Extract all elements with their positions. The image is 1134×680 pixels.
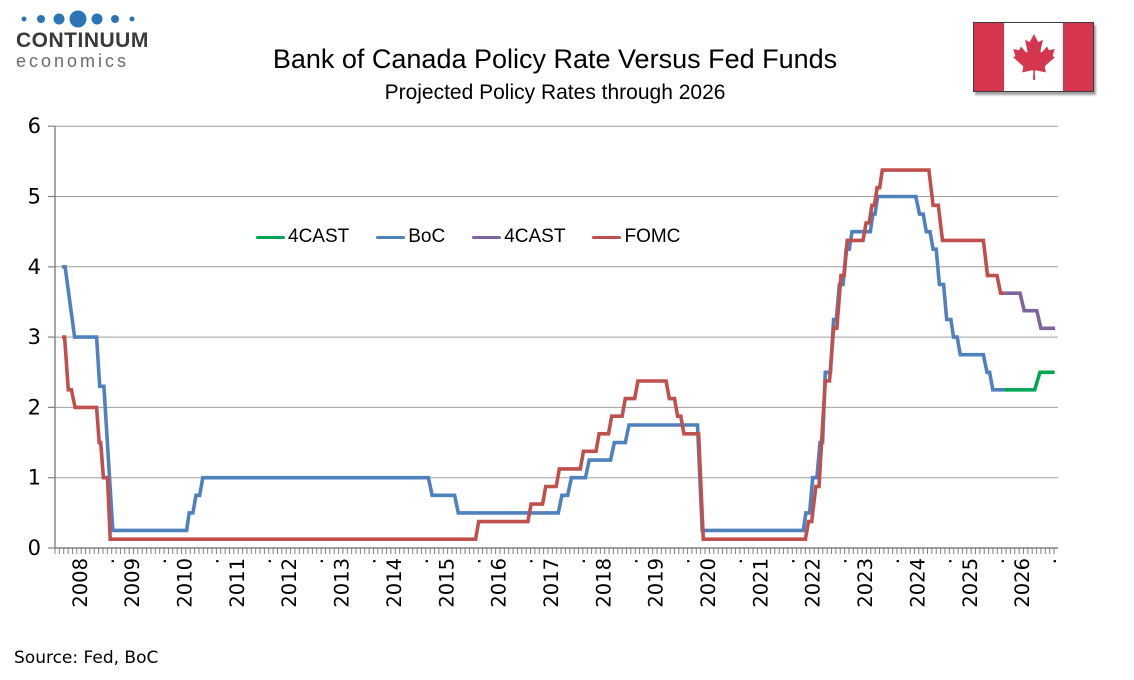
svg-text:.: . bbox=[619, 558, 642, 564]
svg-text:.: . bbox=[515, 558, 538, 564]
maple-leaf-icon bbox=[1012, 34, 1055, 80]
svg-text:.: . bbox=[829, 558, 852, 564]
svg-text:0: 0 bbox=[28, 536, 41, 560]
svg-text:.: . bbox=[567, 558, 590, 564]
svg-text:.: . bbox=[305, 558, 328, 564]
flag-right-band bbox=[1063, 23, 1093, 91]
flag-left-band bbox=[974, 23, 1004, 91]
svg-text:3: 3 bbox=[28, 325, 41, 349]
chart-legend: 4CAST BoC 4CAST FOMC bbox=[256, 226, 680, 248]
legend-swatch bbox=[256, 235, 285, 239]
svg-text:2016: 2016 bbox=[488, 558, 511, 608]
svg-text:2025: 2025 bbox=[959, 558, 982, 608]
svg-text:.: . bbox=[410, 558, 433, 564]
svg-text:.: . bbox=[933, 558, 956, 564]
svg-text:2023: 2023 bbox=[854, 558, 877, 608]
series-line-fomc-3 bbox=[62, 168, 1005, 542]
continuum-logo: CONTINUUM economics bbox=[16, 8, 166, 72]
svg-text:2015: 2015 bbox=[435, 558, 458, 608]
chart-title: Bank of Canada Policy Rate Versus Fed Fu… bbox=[272, 44, 838, 74]
svg-text:2021: 2021 bbox=[749, 558, 772, 608]
legend-item-boc-1: BoC bbox=[376, 226, 445, 248]
series-line-4cast-2 bbox=[1004, 291, 1056, 331]
legend-swatch bbox=[592, 235, 622, 239]
legend-label: 4CAST bbox=[504, 226, 566, 247]
svg-text:2018: 2018 bbox=[592, 558, 615, 608]
svg-text:5: 5 bbox=[28, 185, 41, 209]
svg-text:6: 6 bbox=[28, 114, 41, 138]
svg-text:1: 1 bbox=[28, 466, 41, 490]
legend-swatch bbox=[472, 235, 502, 239]
svg-text:.: . bbox=[96, 558, 119, 564]
svg-text:.: . bbox=[358, 558, 381, 564]
svg-text:2017: 2017 bbox=[540, 558, 563, 608]
legend-label: FOMC bbox=[624, 226, 681, 247]
svg-text:2020: 2020 bbox=[697, 558, 720, 608]
legend-swatch bbox=[376, 235, 406, 239]
legend-item-4cast-2: 4CAST bbox=[472, 226, 565, 248]
svg-text:2019: 2019 bbox=[645, 558, 668, 608]
svg-text:.: . bbox=[986, 558, 1009, 564]
svg-text:.: . bbox=[253, 558, 276, 564]
svg-text:2011: 2011 bbox=[226, 558, 249, 608]
canada-flag bbox=[973, 22, 1094, 92]
source-note: Source: Fed, BoC bbox=[14, 648, 159, 668]
svg-text:.: . bbox=[881, 558, 904, 564]
svg-text:.: . bbox=[462, 558, 485, 564]
svg-text:.: . bbox=[1038, 558, 1061, 564]
svg-text:2008: 2008 bbox=[69, 558, 92, 608]
flag-center bbox=[1004, 23, 1063, 91]
logo-brand-text: CONTINUUM bbox=[16, 29, 149, 52]
svg-text:.: . bbox=[724, 558, 747, 564]
svg-text:2013: 2013 bbox=[331, 558, 354, 608]
legend-label: BoC bbox=[408, 226, 446, 247]
series-line-4cast-0 bbox=[1004, 370, 1055, 392]
svg-text:.: . bbox=[776, 558, 799, 564]
svg-text:2024: 2024 bbox=[906, 558, 929, 608]
series-line-boc-1 bbox=[62, 194, 1005, 533]
svg-text:2009: 2009 bbox=[121, 558, 144, 608]
legend-item-fomc-3: FOMC bbox=[592, 226, 680, 248]
legend-label: 4CAST bbox=[288, 226, 350, 247]
svg-text:.: . bbox=[201, 558, 224, 564]
svg-text:4: 4 bbox=[28, 255, 41, 279]
svg-text:2: 2 bbox=[28, 395, 41, 419]
legend-item-4cast-0: 4CAST bbox=[256, 226, 349, 248]
logo-dots-icon bbox=[21, 10, 135, 28]
chart-subtitle: Projected Policy Rates through 2026 bbox=[384, 81, 726, 104]
svg-text:2022: 2022 bbox=[802, 558, 825, 608]
logo-sub-text: economics bbox=[16, 51, 130, 71]
svg-text:.: . bbox=[672, 558, 695, 564]
svg-text:2026: 2026 bbox=[1011, 558, 1034, 608]
svg-text:2012: 2012 bbox=[278, 558, 301, 608]
svg-text:.: . bbox=[148, 558, 171, 564]
svg-text:2014: 2014 bbox=[383, 558, 406, 608]
svg-text:2010: 2010 bbox=[174, 558, 197, 608]
